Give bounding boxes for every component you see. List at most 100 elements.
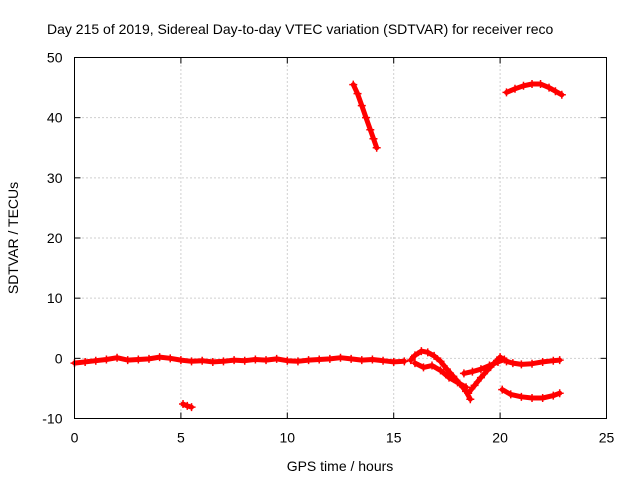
data-point — [502, 88, 511, 97]
y-axis-label: SDTVAR / TECUs — [5, 182, 21, 294]
data-point — [417, 347, 426, 356]
data-point — [368, 355, 377, 364]
y-tick-label: 30 — [47, 170, 63, 186]
data-point — [498, 385, 507, 394]
series-branch-18-20 — [459, 355, 509, 378]
data-point — [464, 389, 473, 398]
data-point — [470, 381, 479, 390]
data-point — [304, 356, 313, 365]
y-tick-label: 50 — [47, 50, 63, 66]
series-descending-13-14 — [349, 80, 381, 152]
data-point — [476, 373, 485, 382]
data-point — [536, 79, 545, 88]
y-tick-label: 10 — [47, 290, 63, 306]
data-point — [183, 401, 192, 410]
data-point — [419, 363, 428, 372]
data-point — [510, 84, 519, 93]
data-point — [166, 354, 175, 363]
data-point — [459, 369, 468, 378]
data-point — [81, 357, 90, 366]
data-point — [462, 383, 471, 392]
data-point — [176, 356, 185, 365]
series-lower-arc-20-23 — [498, 385, 564, 403]
data-point — [410, 351, 419, 360]
data-point — [555, 389, 564, 398]
data-point — [187, 403, 196, 412]
data-point — [389, 357, 398, 366]
data-point — [476, 365, 485, 374]
data-point — [123, 356, 132, 365]
data-point — [528, 79, 537, 88]
series-upper-arc-20-23 — [502, 79, 566, 99]
series-small-5 — [179, 400, 196, 412]
data-point — [357, 356, 366, 365]
data-point — [406, 356, 415, 365]
data-point — [453, 378, 462, 387]
data-point — [410, 359, 419, 368]
data-point — [315, 355, 324, 364]
y-tick-label: 40 — [47, 110, 63, 126]
series-branch-16-18 — [410, 359, 471, 392]
data-point — [538, 394, 547, 403]
data-point — [528, 394, 537, 403]
x-tick-label: 0 — [71, 430, 79, 446]
data-point — [551, 87, 560, 96]
data-point — [179, 400, 188, 409]
chart-title: Day 215 of 2019, Sidereal Day-to-day VTE… — [47, 21, 553, 37]
data-point — [545, 83, 554, 92]
data-point — [528, 359, 537, 368]
data-point — [468, 367, 477, 376]
x-tick-label: 10 — [280, 430, 296, 446]
data-point — [549, 391, 558, 400]
data-point — [366, 125, 375, 134]
data-point — [538, 357, 547, 366]
data-point — [445, 373, 454, 382]
axis-ticks: 0 5 10 15 20 25 -10 0 10 20 30 40 50 — [42, 50, 614, 446]
y-tick-label: 0 — [55, 350, 63, 366]
data-point — [362, 113, 371, 122]
data-point — [187, 357, 196, 366]
data-point — [400, 357, 409, 366]
data-point — [347, 354, 356, 363]
data-point — [240, 356, 249, 365]
data-point — [506, 390, 515, 399]
data-point — [428, 361, 437, 370]
data-point — [283, 356, 292, 365]
data-point — [349, 80, 358, 89]
data-point — [113, 353, 122, 362]
data-point — [230, 356, 239, 365]
data-point — [493, 357, 502, 366]
x-tick-label: 25 — [599, 430, 615, 446]
data-point — [325, 354, 334, 363]
data-point — [91, 356, 100, 365]
data-point — [293, 357, 302, 366]
data-point — [555, 356, 564, 365]
data-point — [442, 365, 451, 374]
data-point — [219, 357, 228, 366]
data-point — [262, 356, 271, 365]
data-point — [369, 134, 378, 143]
data-point — [251, 355, 260, 364]
x-tick-label: 5 — [177, 430, 185, 446]
data-point — [519, 81, 528, 90]
data-point — [372, 143, 381, 152]
data-point — [144, 354, 153, 363]
data-point — [517, 392, 526, 401]
data-point — [485, 361, 494, 370]
data-point — [517, 360, 526, 369]
data-point — [557, 90, 566, 99]
data-point — [500, 355, 509, 364]
data-point — [436, 366, 445, 375]
y-tick-label: -10 — [42, 411, 62, 427]
data-points — [70, 79, 566, 412]
data-point — [353, 89, 362, 98]
data-point — [508, 359, 517, 368]
x-tick-label: 15 — [386, 430, 402, 446]
data-point — [466, 395, 475, 404]
data-point — [102, 355, 111, 364]
data-point — [379, 356, 388, 365]
data-point — [155, 353, 164, 362]
data-point — [357, 101, 366, 110]
